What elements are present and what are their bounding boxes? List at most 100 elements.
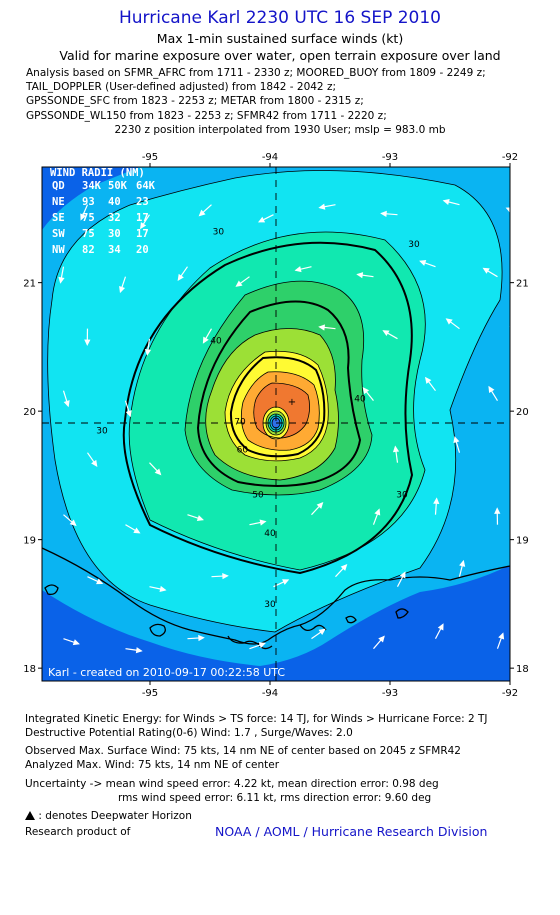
wind-radii-cell: 75: [82, 212, 95, 224]
coastline-lagoon: [227, 635, 273, 650]
max-wind-marker: +: [288, 397, 296, 408]
x-tick-label-bottom: -92: [502, 688, 518, 699]
wind-vector-head: [521, 571, 525, 576]
wind-radii-title: WIND RADII (NM): [50, 167, 145, 179]
wind-vector-head: [505, 207, 510, 213]
coastline-inlet: [299, 624, 327, 632]
x-tick-label-top: -94: [262, 152, 278, 163]
contour-label: 30: [396, 491, 408, 501]
wind-radii-cell: 75: [82, 228, 95, 240]
wind-vector-head: [235, 280, 243, 287]
wind-vector-head: [340, 563, 348, 571]
footer-observed-max: Observed Max. Surface Wind: 75 kts, 14 n…: [25, 745, 461, 757]
position-line: 2230 z position interpolated from 1930 U…: [114, 124, 446, 136]
wind-vector-head: [419, 260, 427, 266]
wind-vector-head: [509, 326, 510, 329]
deepwater-label: : denotes Deepwater Horizon: [38, 810, 192, 822]
analysis-line-3: GPSSONDE_SFC from 1823 - 2253 z; METAR f…: [26, 95, 364, 108]
contour-label: 30: [408, 240, 420, 250]
wind-radii-cell: 30: [108, 228, 121, 240]
wind-vector-head: [135, 647, 143, 654]
wind-vector: [509, 327, 510, 328]
wind-radii-cell: 40: [108, 196, 121, 208]
wind-vector-head: [424, 376, 432, 384]
wind-vector: [521, 571, 523, 587]
wind-vector-head: [69, 519, 77, 527]
y-tick-label-left: 19: [23, 536, 36, 547]
x-tick-label-bottom: -95: [142, 688, 158, 699]
wind-radii-cell: 17: [136, 228, 149, 240]
wind-vector-head: [222, 572, 229, 580]
wind-vector-head: [125, 410, 132, 418]
wind-vector-head: [362, 387, 370, 395]
footer-dpr: Destructive Potential Rating(0-6) Wind: …: [25, 727, 353, 739]
deepwater-horizon-icon: [25, 811, 35, 820]
x-tick-label-top: -95: [142, 152, 158, 163]
footer-deepwater: : denotes Deepwater Horizon: [25, 810, 192, 822]
wind-field-plot: + 30 30 30 30 30 40 40 40 50 60 70 -95 -95 -94 -94 -93…: [23, 152, 529, 699]
wind-vector-head: [196, 515, 204, 522]
wind-vector-head: [72, 639, 80, 646]
contour-50kt-thick: [196, 300, 362, 487]
wind-vector-head: [392, 445, 400, 453]
chart-subtitle-1: Max 1-min sustained surface winds (kt): [156, 31, 404, 46]
contour-40: [128, 231, 426, 571]
wind-vector-head: [202, 336, 209, 344]
wind-radii-header-cell: 34K: [82, 180, 102, 192]
wind-radii-cell: 34: [108, 244, 121, 256]
y-tick-label-left: 20: [23, 407, 36, 418]
wind-vector-head: [433, 497, 440, 505]
island-2: [44, 584, 59, 596]
coastline: [42, 547, 510, 650]
wind-radii-cell: 32: [108, 212, 121, 224]
chart-title: Hurricane Karl 2230 UTC 16 SEP 2010: [118, 8, 441, 28]
footer-research: Research product of: [25, 826, 131, 838]
wind-vector-head: [399, 571, 406, 579]
wind-vector-head: [258, 642, 266, 649]
wind-vector-head: [437, 623, 444, 631]
wind-vector-head: [374, 508, 381, 516]
wind-radii-rows: QD 34K 50K 64K NE 93 40 23 SE 75 32 17 SW 75 30 17 NW 82 3…: [52, 180, 156, 256]
contour-label: 60: [237, 446, 249, 456]
wind-vectors: [58, 198, 525, 654]
wind-vector-head: [91, 459, 98, 467]
wind-vector-head: [259, 519, 267, 526]
analysis-line-2: TAIL_DOPPLER (User-defined adjusted) fro…: [26, 81, 336, 94]
wind-vector-head: [198, 634, 205, 642]
wind-vector-head: [177, 273, 184, 281]
y-tick-label-right: 18: [516, 664, 529, 675]
wind-vector-head: [96, 578, 104, 585]
wind-vector-head: [516, 447, 520, 452]
contour-75: [253, 382, 310, 439]
footer-uncertainty-mean: Uncertainty -> mean wind speed error: 4.…: [25, 778, 439, 790]
wind-radii-table: WIND RADII (NM) QD 34K 50K 64K NE 93 40 23 SE 75 3…: [50, 167, 156, 256]
wind-vector-head: [294, 266, 302, 273]
x-tick-label-bottom: -94: [262, 688, 278, 699]
wind-vector-head: [356, 272, 364, 279]
wind-vector-head: [282, 579, 290, 585]
wind-radii-header-cell: 64K: [136, 180, 156, 192]
analysis-line-1: Analysis based on SFMR_AFRC from 1711 - …: [26, 67, 486, 79]
wind-vector-head: [318, 324, 326, 331]
wind-vector-head: [316, 501, 324, 509]
contour-label: 30: [96, 426, 108, 436]
wind-vector-head: [144, 349, 152, 356]
wind-radii-header-cell: QD: [52, 180, 65, 192]
contour-label: 50: [252, 491, 264, 501]
wind-radii-cell: NE: [52, 196, 65, 208]
island-3: [395, 608, 409, 619]
footer-uncertainty-rms: rms wind speed error: 6.11 kt, rms direc…: [118, 792, 432, 804]
wind-vector-head: [442, 198, 450, 206]
wind-radii-header-cell: 50K: [108, 180, 128, 192]
y-tick-label-left: 21: [23, 279, 36, 290]
contour-label: 40: [354, 394, 366, 404]
contour-label-layer: 30 30 30 30 30 40 40 40 50 60 70: [96, 227, 420, 610]
wind-radii-cell: 17: [136, 212, 149, 224]
contour-label: 30: [213, 227, 225, 237]
contour-30: [47, 170, 503, 633]
footer-ike: Integrated Kinetic Energy: for Winds > T…: [25, 713, 488, 725]
island-1: [149, 623, 166, 637]
wind-vector: [517, 447, 522, 462]
wind-vector-head: [198, 209, 206, 217]
wind-vector-head: [318, 628, 326, 635]
